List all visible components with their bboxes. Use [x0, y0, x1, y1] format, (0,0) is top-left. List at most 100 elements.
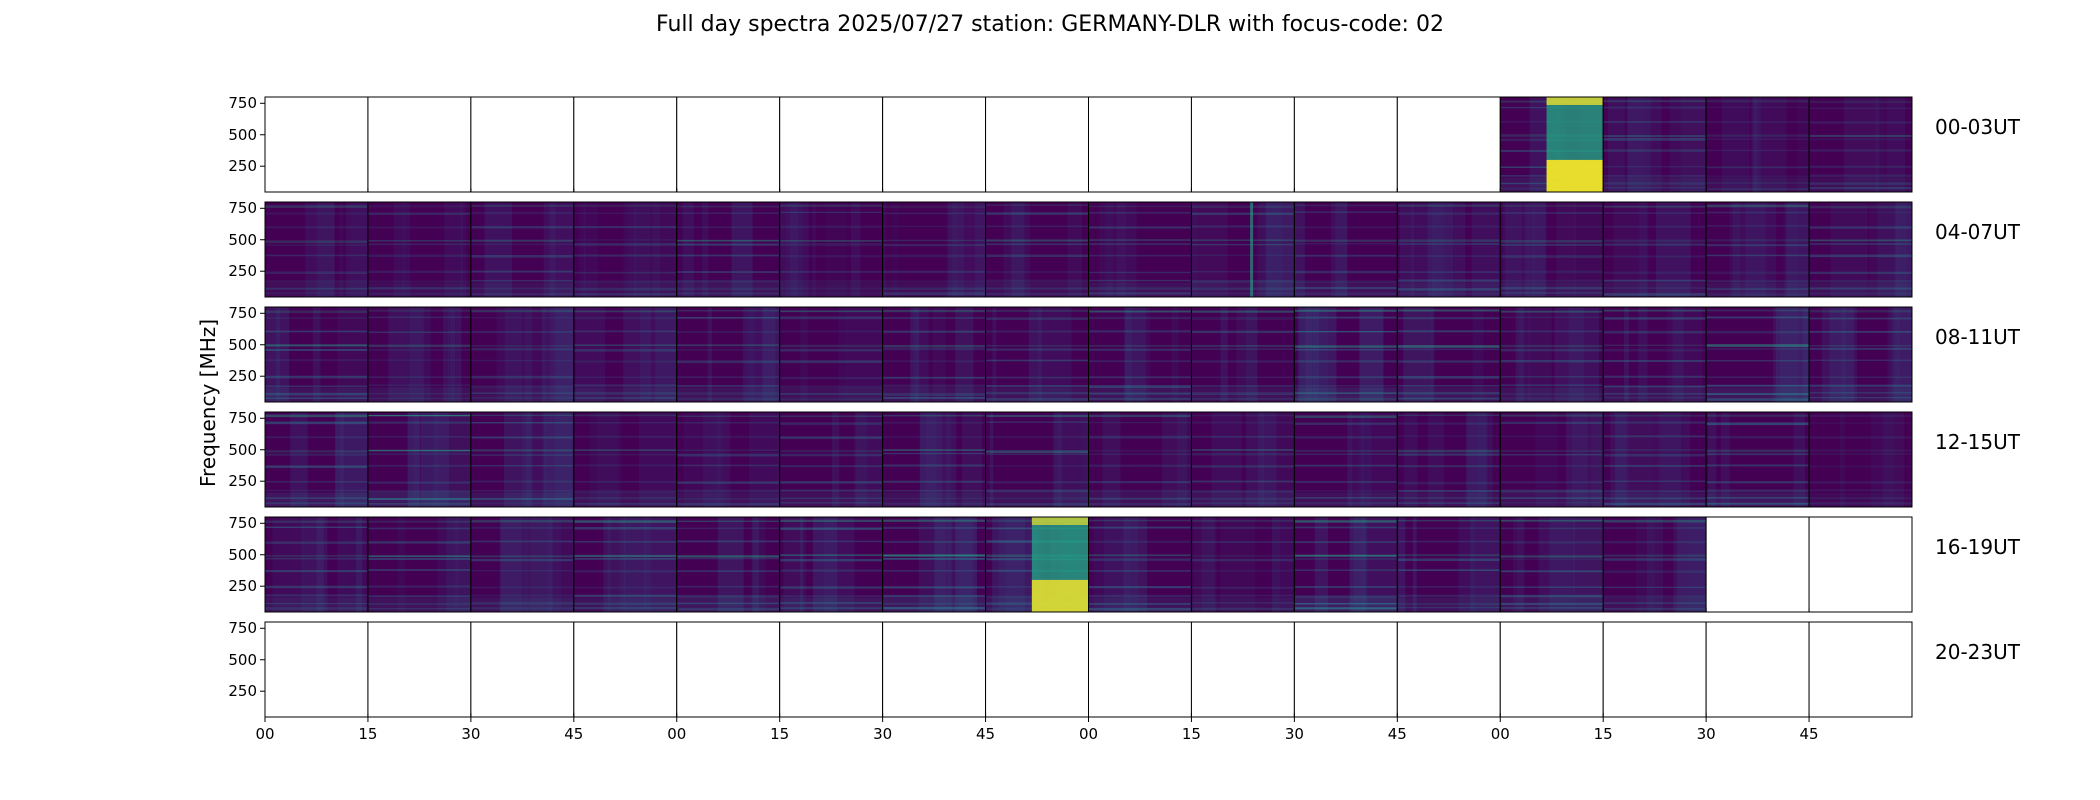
frequency-line: [985, 344, 1089, 347]
frequency-line: [882, 570, 986, 572]
panel-background: [573, 412, 677, 507]
low-frequency-band: [882, 492, 986, 507]
panel: [676, 621, 781, 718]
spectral-band: [447, 307, 455, 402]
panel: [1190, 306, 1295, 403]
frequency-line: [1294, 541, 1398, 543]
panel: [573, 96, 678, 193]
spectral-band: [946, 202, 958, 297]
spectral-band: [1870, 412, 1895, 507]
spectral-band: [543, 202, 556, 297]
spectral-band: [779, 202, 798, 297]
spectral-band: [433, 412, 471, 507]
panel: [573, 411, 678, 508]
frequency-line: [265, 480, 368, 483]
frequency-line: [1294, 242, 1398, 245]
low-frequency-band: [265, 282, 368, 297]
panel: [367, 411, 472, 508]
frequency-line: [470, 449, 574, 452]
panel: [470, 201, 575, 298]
spectral-band: [1627, 97, 1662, 192]
y-tick-label: 250: [228, 367, 257, 386]
frequency-line: [1191, 360, 1295, 363]
panel: [1808, 516, 1913, 613]
frequency-line: [985, 450, 1089, 453]
frequency-line: [882, 239, 986, 242]
spectral-band: [920, 412, 957, 507]
spectral-band: [1350, 412, 1372, 507]
panel-background: [470, 412, 574, 507]
frequency-line: [882, 436, 986, 438]
frequency-line: [1603, 464, 1707, 467]
x-tick-label: 00: [1490, 725, 1510, 743]
frequency-line: [1191, 212, 1295, 216]
frequency-line: [1603, 149, 1707, 152]
spectral-band: [1626, 97, 1645, 192]
spectral-band: [393, 202, 411, 297]
frequency-line: [1294, 526, 1398, 529]
frequency-line: [779, 316, 883, 320]
frequency-line: [573, 293, 677, 296]
row-label: 08-11UT: [1935, 325, 2020, 349]
frequency-line: [573, 376, 677, 378]
frequency-line: [1603, 243, 1707, 246]
spectral-band: [1054, 412, 1062, 507]
spectral-band: [1830, 202, 1868, 297]
spectral-band: [1680, 97, 1707, 192]
panel-background: [1706, 202, 1810, 297]
frequency-line: [1603, 541, 1707, 544]
frequency-line: [470, 497, 574, 500]
frequency-line: [265, 450, 368, 453]
frequency-line: [470, 239, 574, 242]
frequency-line: [265, 502, 368, 505]
spectral-band: [1472, 307, 1484, 402]
frequency-line: [265, 310, 368, 314]
frequency-line: [470, 520, 574, 523]
panel: [676, 516, 781, 613]
spectral-band: [525, 307, 546, 402]
frequency-line: [1809, 149, 1912, 152]
frequency-line: [985, 465, 1089, 467]
frequency-line: [573, 344, 677, 346]
low-frequency-band: [985, 492, 1089, 507]
panel: [1602, 621, 1707, 718]
frequency-line: [1706, 414, 1810, 417]
frequency-line: [985, 359, 1089, 362]
frequency-line: [1294, 480, 1398, 483]
frequency-line: [1500, 243, 1604, 246]
frequency-line: [1809, 392, 1912, 394]
panel: [264, 516, 369, 613]
frequency-line: [1809, 243, 1912, 245]
frequency-line: [573, 586, 677, 589]
frequency-line: [1191, 602, 1295, 604]
frequency-line: [985, 453, 1089, 455]
spectral-band: [444, 202, 463, 297]
frequency-line: [779, 360, 883, 363]
row-label: 16-19UT: [1935, 535, 2020, 559]
frequency-line: [1603, 480, 1707, 483]
frequency-line: [470, 317, 574, 319]
frequency-line: [1191, 526, 1295, 530]
spectral-band: [1427, 202, 1454, 297]
spectral-band: [1411, 202, 1444, 297]
spectral-band: [1028, 307, 1042, 402]
spectral-band: [1638, 307, 1648, 402]
frequency-line: [676, 280, 780, 283]
frequency-line: [1397, 309, 1501, 312]
spectral-band: [751, 517, 766, 612]
frequency-line: [470, 385, 574, 388]
spectral-band: [1894, 202, 1912, 297]
spectral-band: [1895, 202, 1907, 297]
panel-background: [882, 412, 986, 507]
panel-background: [1603, 517, 1707, 612]
frequency-line: [1088, 287, 1192, 290]
spectral-band: [1841, 307, 1846, 402]
frequency-line: [676, 254, 780, 257]
frequency-line: [265, 465, 368, 468]
frequency-line: [1294, 385, 1398, 387]
frequency-line: [1603, 279, 1707, 282]
low-frequency-band: [1397, 597, 1501, 612]
frequency-line: [676, 540, 780, 543]
frequency-line: [367, 585, 471, 588]
frequency-line: [1603, 554, 1707, 557]
